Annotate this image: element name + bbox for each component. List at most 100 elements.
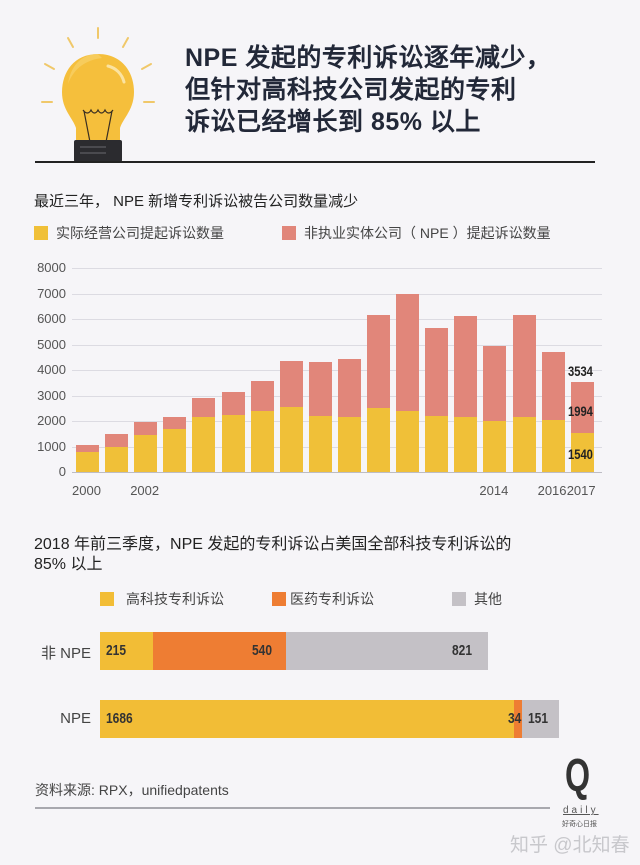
gridline	[72, 395, 602, 397]
bar-segment-npe	[454, 316, 478, 418]
legend-item-pharma: 医药专利诉讼	[272, 589, 374, 609]
y-tick-label: 8000	[37, 260, 66, 275]
chart2-title-line-2: 85% 以上	[34, 556, 103, 573]
bar-segment-operating	[105, 446, 129, 472]
bar-segment-operating	[425, 415, 449, 472]
value-hightech: 215	[106, 642, 127, 659]
bar-segment-operating	[163, 428, 187, 472]
bar-2006	[250, 381, 274, 472]
chart1-title: 最近三年， NPE 新增专利诉讼被告公司数量减少	[34, 193, 359, 210]
header-divider	[35, 161, 595, 163]
lightbulb-icon	[41, 27, 155, 162]
footer-divider	[35, 807, 550, 809]
bar-segment-npe	[570, 381, 594, 433]
stacked-bar-chart: 8000 7000 6000 5000 4000 3000 2000 1000 0 2000 20…	[0, 255, 640, 505]
y-tick-label: 1000	[37, 438, 66, 454]
bar-2013	[454, 316, 478, 472]
legend-swatch-other	[452, 592, 466, 606]
qdaily-logo: Q	[565, 749, 591, 801]
legend-item-operating: 实际经营公司提起诉讼数量	[34, 223, 224, 243]
segment-hightech	[100, 700, 514, 738]
legend-swatch-operating	[34, 226, 48, 240]
segment-other	[286, 632, 488, 670]
row-label-npe: NPE	[60, 710, 91, 727]
legend-label-other: 其他	[474, 591, 502, 607]
watermark: 知乎 @北知春	[510, 835, 630, 856]
gridline	[72, 293, 602, 295]
bar-segment-npe	[192, 398, 216, 418]
legend-label-pharma: 医药专利诉讼	[290, 591, 374, 607]
bar-2015	[512, 315, 536, 472]
source-note: 资料来源: RPX，unifiedpatents	[35, 782, 229, 798]
chart2-title-line-1: 2018 年前三季度，NPE 发起的专利诉讼占美国全部科技专利诉讼的	[34, 536, 512, 553]
bar-2008	[308, 362, 332, 472]
value-hightech: 1686	[106, 710, 133, 727]
bar-2017	[570, 381, 594, 472]
legend-item-hightech: 高科技专利诉讼	[100, 589, 224, 609]
qdaily-logo-word: daily	[563, 805, 599, 816]
legend-label-operating: 实际经营公司提起诉讼数量	[56, 225, 224, 241]
x-tick-label: 2016	[537, 483, 567, 498]
bar-segment-npe	[105, 433, 129, 447]
bar-segment-npe	[76, 445, 99, 452]
bar-segment-npe	[221, 391, 245, 415]
title-line-3: 诉讼已经增长到 85% 以上	[185, 108, 481, 136]
gridline	[72, 344, 602, 346]
annotation-operating: 1540	[568, 446, 593, 462]
bar-2011	[396, 293, 420, 472]
bar-2009	[337, 358, 361, 472]
legend-swatch-pharma	[272, 592, 286, 606]
bar-segment-operating	[512, 417, 536, 472]
gridline	[72, 446, 602, 448]
bar-segment-operating	[454, 417, 478, 472]
gridline	[72, 268, 602, 269]
bar-2000	[76, 445, 99, 472]
y-tick-label: 6000	[37, 311, 66, 326]
bar-segment-npe	[483, 345, 507, 421]
gridline	[72, 421, 602, 422]
bar-2010	[367, 315, 390, 472]
value-other: 151	[528, 710, 549, 727]
bar-segment-npe	[134, 422, 158, 436]
segment-hightech	[100, 632, 153, 670]
value-pharma: 540	[252, 642, 273, 659]
bar-segment-operating	[337, 417, 361, 472]
annotation-total: 3534	[568, 363, 593, 379]
bar-segment-npe	[541, 352, 565, 420]
value-pharma: 34	[508, 710, 522, 727]
bar-segment-npe	[250, 381, 274, 411]
legend-item-npe: 非执业实体公司（ NPE ）提起诉讼数量	[282, 223, 551, 243]
bar-segment-operating	[76, 451, 99, 472]
chart1-legend: 实际经营公司提起诉讼数量 非执业实体公司（ NPE ）提起诉讼数量	[34, 223, 551, 243]
hbar-row-npe: NPE 1686 34 151	[0, 700, 640, 738]
y-tick-label: 3000	[37, 387, 66, 403]
x-tick-label: 2002	[130, 483, 160, 498]
header: NPE 发起的专利诉讼逐年减少， 但针对高科技公司发起的专利 诉讼已经增长到 8…	[0, 0, 640, 170]
y-tick-label: 7000	[37, 285, 66, 301]
bar-segment-operating	[134, 435, 158, 472]
segment-pharma	[514, 700, 522, 738]
legend-label-hightech: 高科技专利诉讼	[126, 591, 224, 607]
legend-swatch-hightech	[100, 592, 114, 606]
bar-segment-npe	[367, 315, 390, 409]
y-tick-label: 5000	[37, 336, 66, 352]
bar-segment-npe	[337, 358, 361, 418]
bar-segment-npe	[512, 315, 536, 418]
bar-2003	[163, 417, 187, 472]
y-tick-label: 2000	[37, 413, 66, 428]
bar-2002	[134, 422, 158, 472]
row-label-non-npe: 非 NPE	[40, 645, 91, 662]
bar-segment-operating	[192, 417, 216, 472]
x-tick-label: 2014	[479, 483, 509, 498]
y-tick-label: 0	[58, 464, 66, 479]
bar-2001	[105, 433, 129, 472]
title-line-2: 但针对高科技公司发起的专利	[185, 76, 517, 104]
bar-segment-operating	[308, 415, 332, 472]
bar-2016	[541, 352, 565, 472]
gridline	[72, 472, 602, 473]
segment-pharma	[153, 632, 286, 670]
title-line-1: NPE 发起的专利诉讼逐年减少，	[185, 44, 552, 72]
legend-label-npe: 非执业实体公司（ NPE ）提起诉讼数量	[304, 225, 551, 241]
chart2-title: 2018 年前三季度，NPE 发起的专利诉讼占美国全部科技专利诉讼的 85% 以…	[34, 535, 511, 575]
qdaily-logo-subtitle: 好奇心日报	[562, 821, 597, 828]
